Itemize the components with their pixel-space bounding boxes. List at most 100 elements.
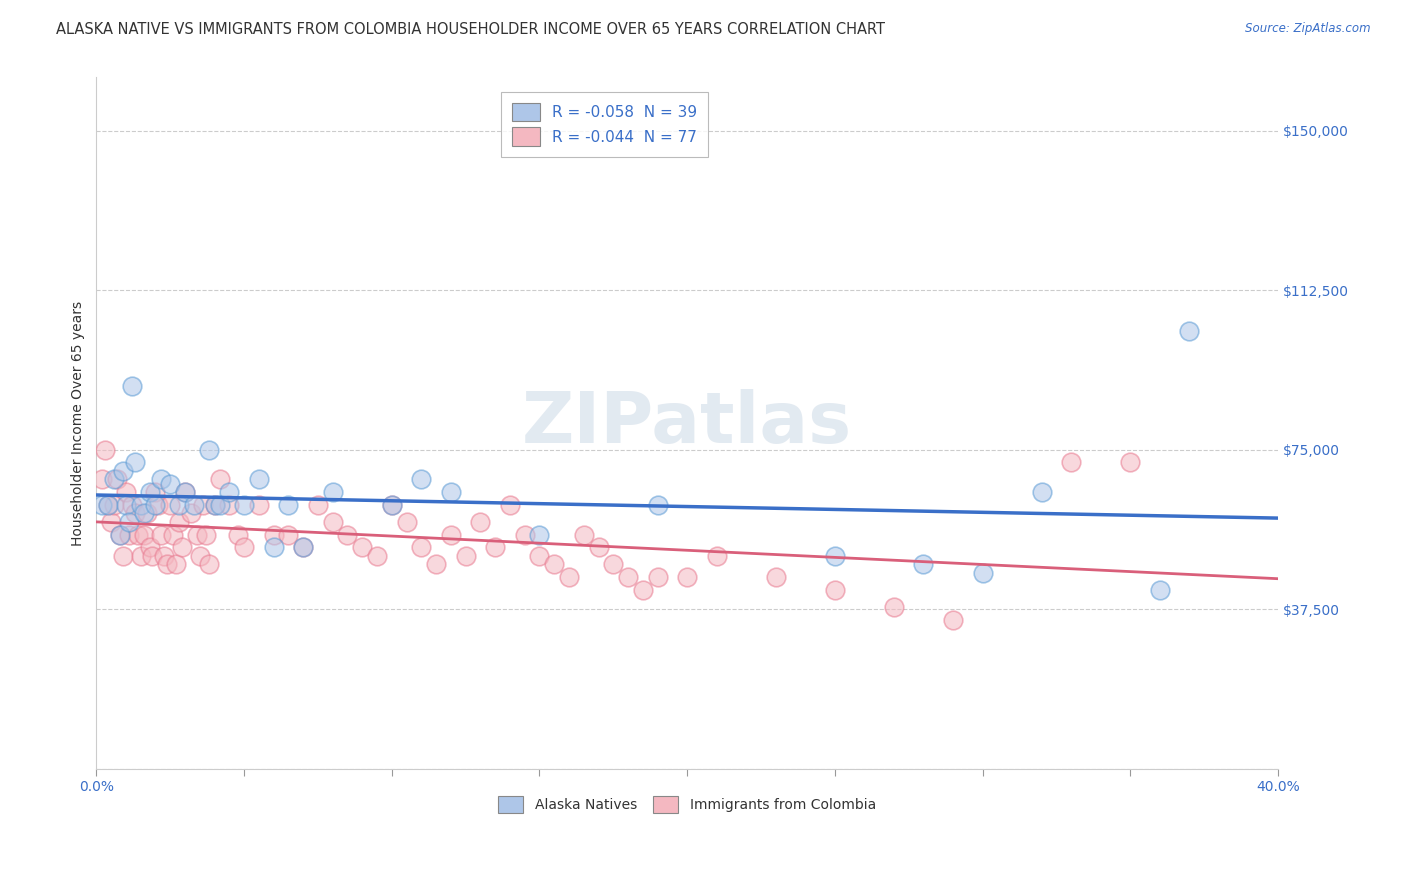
Point [162, 527, 184, 541]
Point [108, 527, 131, 541]
Point [440, 485, 463, 500]
Point [277, 498, 299, 512]
Point [247, 472, 270, 486]
Point [150, 527, 173, 541]
Point [218, 485, 240, 500]
Point [204, 498, 226, 512]
Point [138, 485, 160, 500]
Point [97, 498, 120, 512]
Point [292, 541, 315, 555]
Point [156, 558, 179, 572]
Point [174, 485, 197, 500]
Point [91, 498, 114, 512]
Point [247, 498, 270, 512]
Point [558, 570, 581, 584]
Point [188, 549, 211, 563]
Point [115, 498, 138, 512]
Point [105, 472, 128, 486]
Point [676, 570, 699, 584]
Point [411, 472, 433, 486]
Point [145, 485, 167, 500]
Text: ZIPatlas: ZIPatlas [522, 389, 852, 458]
Point [366, 549, 388, 563]
Point [263, 527, 285, 541]
Point [602, 558, 624, 572]
Point [103, 498, 125, 512]
Point [336, 527, 359, 541]
Legend: Alaska Natives, Immigrants from Colombia: Alaska Natives, Immigrants from Colombia [488, 785, 887, 824]
Point [226, 527, 249, 541]
Y-axis label: Householder Income Over 65 years: Householder Income Over 65 years [72, 301, 86, 546]
Point [883, 599, 905, 614]
Point [124, 455, 146, 469]
Point [148, 498, 170, 512]
Point [381, 498, 404, 512]
Point [97, 498, 120, 512]
Point [765, 570, 787, 584]
Point [153, 549, 176, 563]
Point [411, 541, 433, 555]
Point [145, 498, 167, 512]
Point [513, 527, 536, 541]
Text: Source: ZipAtlas.com: Source: ZipAtlas.com [1246, 22, 1371, 36]
Point [617, 570, 640, 584]
Point [170, 541, 193, 555]
Point [1178, 324, 1201, 338]
Point [197, 558, 219, 572]
Point [111, 549, 134, 563]
Point [121, 498, 143, 512]
Point [395, 515, 418, 529]
Point [124, 507, 146, 521]
Point [197, 442, 219, 457]
Point [138, 541, 160, 555]
Point [94, 442, 117, 457]
Point [425, 558, 447, 572]
Point [706, 549, 728, 563]
Point [454, 549, 477, 563]
Point [647, 570, 669, 584]
Point [824, 582, 846, 597]
Point [159, 498, 181, 512]
Point [132, 527, 155, 541]
Point [1119, 455, 1142, 469]
Point [167, 515, 190, 529]
Point [103, 472, 125, 486]
Point [191, 498, 214, 512]
Point [381, 498, 404, 512]
Point [529, 549, 551, 563]
Point [129, 549, 152, 563]
Point [543, 558, 565, 572]
Point [91, 472, 114, 486]
Point [470, 515, 492, 529]
Point [100, 515, 122, 529]
Point [352, 541, 374, 555]
Point [167, 498, 190, 512]
Point [132, 507, 155, 521]
Point [194, 527, 217, 541]
Point [631, 582, 654, 597]
Point [307, 498, 329, 512]
Point [263, 541, 285, 555]
Point [292, 541, 315, 555]
Point [484, 541, 506, 555]
Point [972, 566, 994, 580]
Point [127, 527, 149, 541]
Point [322, 485, 344, 500]
Point [141, 549, 163, 563]
Point [135, 507, 157, 521]
Point [1060, 455, 1083, 469]
Point [121, 379, 143, 393]
Point [183, 498, 205, 512]
Point [942, 613, 965, 627]
Point [588, 541, 610, 555]
Point [180, 507, 202, 521]
Point [209, 498, 232, 512]
Point [824, 549, 846, 563]
Point [572, 527, 595, 541]
Point [233, 541, 256, 555]
Point [150, 472, 173, 486]
Point [174, 485, 197, 500]
Point [529, 527, 551, 541]
Point [118, 515, 141, 529]
Point [204, 498, 226, 512]
